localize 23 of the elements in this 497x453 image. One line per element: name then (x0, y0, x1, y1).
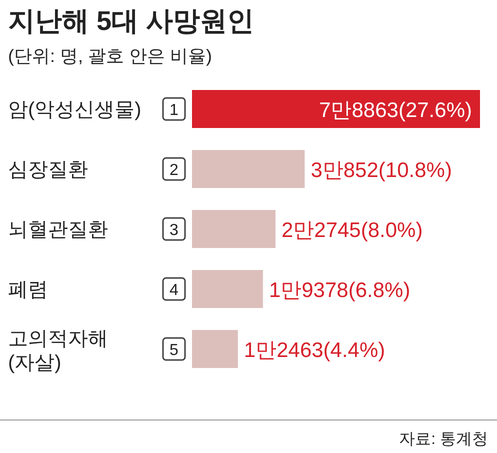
text: 2 (170, 162, 179, 179)
text: 5 (170, 342, 179, 359)
chart-title: 지난해 5대 사망원인 (8, 6, 254, 36)
y-tick-label: 뇌혈관질환 (8, 219, 108, 241)
bar (192, 210, 276, 248)
data-label: 2만2745(8.0%) (281, 219, 423, 242)
y-tick-label: 고의적자해 (자살) (8, 328, 108, 374)
text: 자료: 통계청 (399, 431, 488, 448)
data-label: 1만2463(4.4%) (244, 339, 386, 362)
bar (192, 150, 305, 188)
bar (192, 90, 480, 128)
y-tick-label: 폐렴 (8, 279, 48, 301)
y-tick-label: 심장질환 (8, 159, 88, 181)
bar (192, 330, 238, 368)
text: 1 (170, 102, 179, 119)
data-label: 7만8863(27.6%) (319, 99, 472, 122)
data-label: 1만9378(6.8%) (268, 279, 410, 302)
text: 4 (170, 282, 179, 299)
chart-subtitle: (단위: 명, 괄호 안은 비율) (8, 46, 212, 66)
text: 3 (170, 222, 179, 239)
y-tick-label: 암(악성신생물) (8, 99, 142, 121)
bar (192, 270, 263, 308)
data-label: 3만852(10.8%) (310, 159, 452, 182)
